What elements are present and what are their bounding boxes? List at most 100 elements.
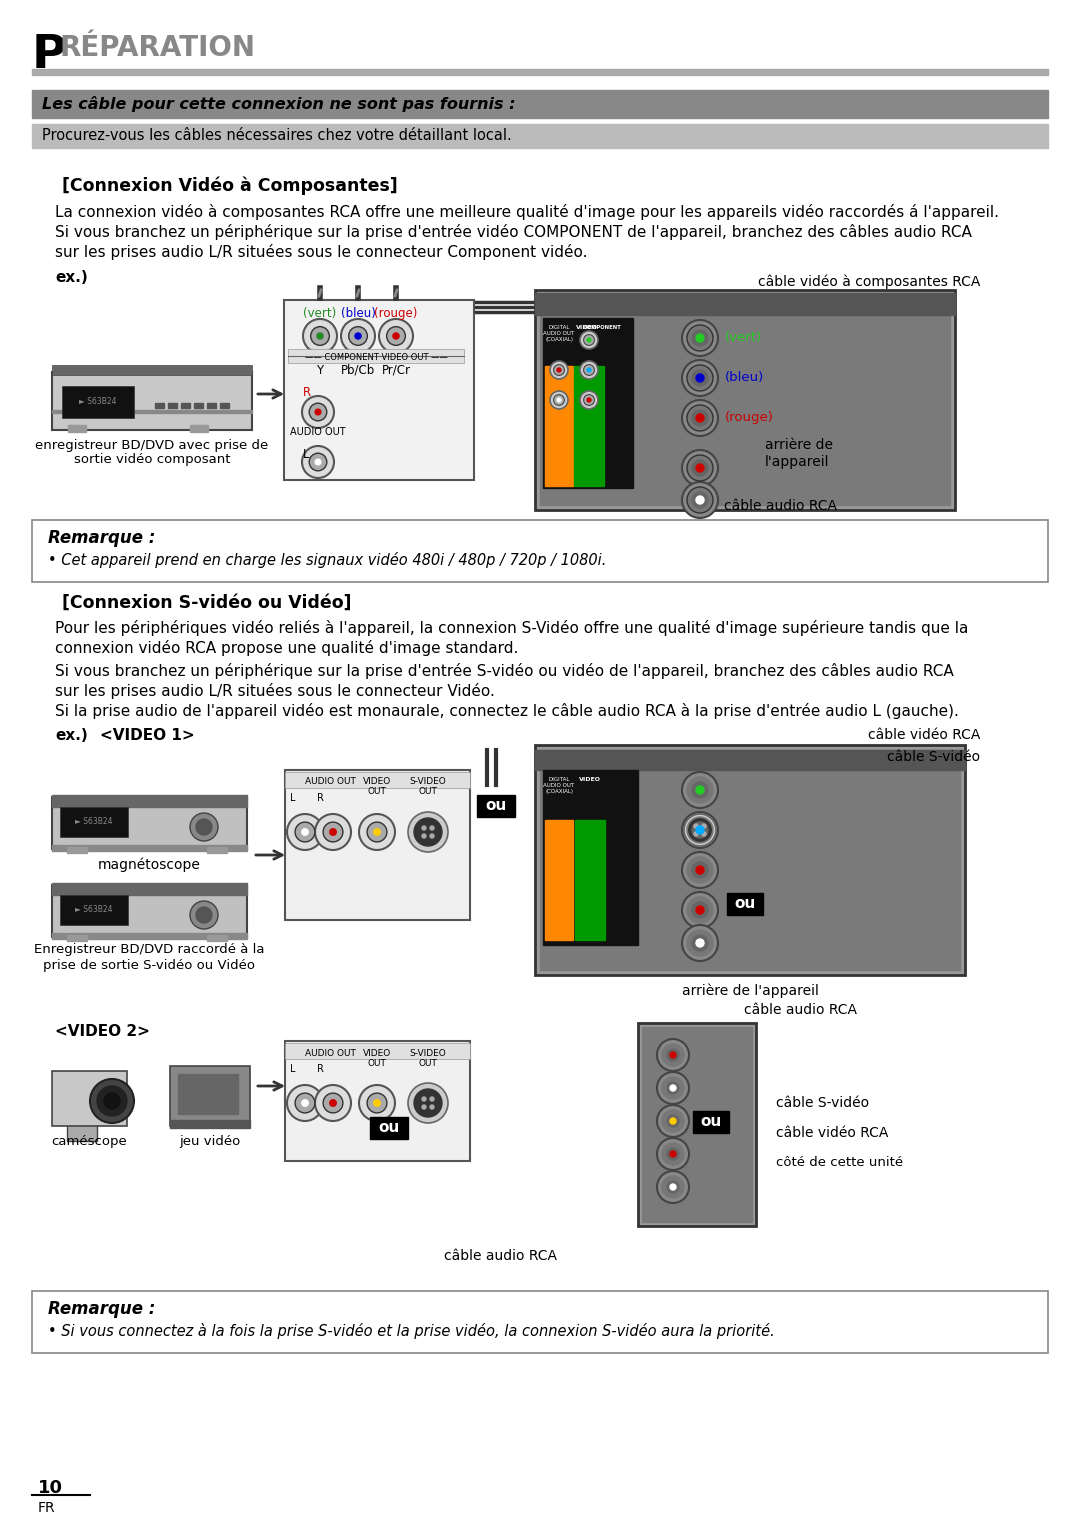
Circle shape — [681, 360, 718, 397]
Circle shape — [681, 482, 718, 517]
Text: <VIDEO 2>: <VIDEO 2> — [55, 1024, 150, 1039]
Circle shape — [670, 1051, 676, 1058]
Circle shape — [670, 1151, 676, 1157]
Bar — [207, 847, 227, 853]
Bar — [543, 317, 633, 488]
Text: Procurez-vous les câbles nécessaires chez votre détaillant local.: Procurez-vous les câbles nécessaires che… — [42, 128, 512, 143]
Text: • Si vous connectez à la fois la prise S-vidéo et la prise vidéo, la connexion S: • Si vous connectez à la fois la prise S… — [48, 1323, 774, 1338]
Circle shape — [670, 1085, 676, 1091]
Text: L: L — [303, 447, 310, 461]
Bar — [535, 745, 966, 975]
Circle shape — [696, 414, 704, 423]
Bar — [67, 1122, 97, 1141]
Circle shape — [580, 362, 598, 378]
Circle shape — [662, 1109, 684, 1132]
Circle shape — [692, 459, 708, 476]
Text: VIDEO: VIDEO — [576, 325, 598, 330]
Text: VIDEO: VIDEO — [363, 1048, 391, 1058]
Circle shape — [588, 339, 591, 342]
Circle shape — [550, 391, 568, 409]
Bar — [285, 771, 470, 920]
Circle shape — [687, 365, 713, 391]
Circle shape — [681, 893, 718, 928]
Circle shape — [580, 331, 598, 349]
Bar — [284, 301, 474, 481]
Text: ► S63B24: ► S63B24 — [76, 818, 112, 827]
Circle shape — [195, 819, 212, 835]
Bar — [190, 426, 208, 432]
Circle shape — [667, 1116, 679, 1128]
Bar — [62, 386, 134, 418]
Text: (rouge): (rouge) — [375, 308, 418, 320]
Text: ex.): ex.) — [55, 728, 87, 743]
Text: OUT: OUT — [367, 787, 387, 797]
Bar — [60, 896, 129, 925]
Circle shape — [287, 813, 323, 850]
Circle shape — [696, 826, 704, 835]
Circle shape — [359, 1085, 395, 1122]
Circle shape — [702, 832, 706, 836]
Circle shape — [681, 812, 718, 848]
Text: (vert): (vert) — [303, 308, 337, 320]
Circle shape — [315, 409, 321, 415]
Circle shape — [323, 1093, 343, 1112]
Circle shape — [422, 1105, 426, 1109]
Text: Si vous branchez un périphérique sur la prise d'entrée S-vidéo ou vidéo de l'app: Si vous branchez un périphérique sur la … — [55, 662, 954, 679]
Text: câble S-vidéo: câble S-vidéo — [887, 749, 980, 765]
Text: câble audio RCA: câble audio RCA — [444, 1248, 556, 1264]
Circle shape — [687, 897, 713, 923]
Circle shape — [329, 1100, 336, 1106]
Bar — [207, 935, 227, 942]
Bar — [178, 1074, 238, 1114]
Circle shape — [316, 333, 323, 339]
Bar — [181, 403, 190, 407]
Text: câble audio RCA: câble audio RCA — [743, 1003, 856, 1016]
Bar — [52, 884, 247, 896]
Bar — [32, 1291, 1048, 1354]
Bar — [52, 932, 247, 938]
Circle shape — [302, 397, 334, 427]
Text: sur les prises audio L/R situées sous le connecteur Vidéo.: sur les prises audio L/R situées sous le… — [55, 684, 495, 699]
Circle shape — [422, 826, 426, 830]
Bar — [194, 403, 203, 407]
Circle shape — [667, 1082, 679, 1094]
Bar — [575, 819, 605, 940]
Text: P: P — [32, 32, 67, 78]
Text: ► S63B24: ► S63B24 — [79, 397, 117, 406]
Circle shape — [315, 813, 351, 850]
Bar — [693, 1111, 729, 1132]
Bar — [535, 293, 955, 314]
Circle shape — [414, 818, 442, 845]
Circle shape — [295, 1093, 315, 1112]
Text: S-VIDEO: S-VIDEO — [409, 778, 446, 786]
Text: Si la prise audio de l'appareil vidéo est monaurale, connectez le câble audio RC: Si la prise audio de l'appareil vidéo es… — [55, 703, 959, 719]
Circle shape — [580, 391, 598, 409]
Bar — [535, 290, 955, 510]
Circle shape — [696, 496, 704, 504]
Bar — [52, 885, 247, 937]
Text: câble S-vidéo: câble S-vidéo — [777, 1096, 869, 1109]
Circle shape — [667, 1048, 679, 1061]
Circle shape — [692, 410, 708, 426]
Bar — [220, 403, 229, 407]
Circle shape — [684, 813, 716, 845]
Bar — [52, 1071, 127, 1126]
Circle shape — [301, 829, 308, 835]
Text: FR: FR — [38, 1502, 56, 1515]
Circle shape — [667, 1181, 679, 1193]
Bar — [545, 819, 573, 940]
Text: (bleu): (bleu) — [725, 371, 765, 385]
Circle shape — [662, 1143, 684, 1164]
Bar — [52, 845, 247, 852]
Circle shape — [557, 398, 561, 401]
Circle shape — [387, 327, 405, 345]
Circle shape — [311, 327, 329, 345]
Circle shape — [422, 835, 426, 838]
Bar — [60, 807, 129, 836]
Circle shape — [190, 813, 218, 841]
Circle shape — [583, 365, 594, 375]
Bar — [32, 520, 1048, 581]
Circle shape — [430, 1097, 434, 1100]
Text: Pr/Cr: Pr/Cr — [381, 363, 410, 377]
Text: OUT: OUT — [419, 1059, 437, 1068]
